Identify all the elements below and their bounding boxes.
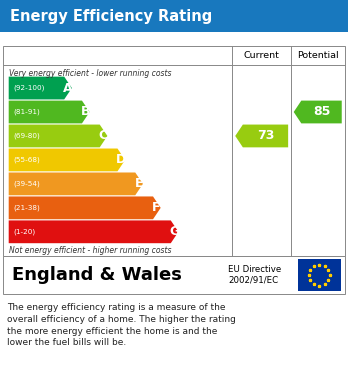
Text: EU Directive
2002/91/EC: EU Directive 2002/91/EC — [228, 265, 281, 285]
Text: Not energy efficient - higher running costs: Not energy efficient - higher running co… — [9, 246, 171, 255]
Text: (21-38): (21-38) — [13, 204, 40, 211]
Text: (55-68): (55-68) — [13, 157, 40, 163]
Text: Very energy efficient - lower running costs: Very energy efficient - lower running co… — [9, 69, 171, 78]
Polygon shape — [9, 77, 72, 99]
Bar — [3, 256, 345, 294]
Bar — [3, 46, 345, 256]
Polygon shape — [235, 125, 288, 147]
Text: 85: 85 — [313, 106, 330, 118]
Text: The energy efficiency rating is a measure of the
overall efficiency of a home. T: The energy efficiency rating is a measur… — [7, 303, 236, 348]
Text: G: G — [169, 225, 179, 238]
Text: D: D — [116, 153, 126, 167]
Text: Potential: Potential — [297, 51, 339, 60]
Text: (69-80): (69-80) — [13, 133, 40, 139]
Text: F: F — [152, 201, 161, 214]
Polygon shape — [9, 221, 179, 243]
Polygon shape — [9, 172, 143, 195]
Text: E: E — [134, 178, 143, 190]
Text: B: B — [81, 106, 90, 118]
Text: C: C — [98, 129, 108, 142]
Polygon shape — [294, 100, 342, 124]
Text: 73: 73 — [257, 129, 274, 142]
Text: Current: Current — [244, 51, 280, 60]
Polygon shape — [9, 125, 108, 147]
Bar — [298, 259, 341, 291]
Bar — [0, 0, 348, 32]
Polygon shape — [9, 100, 90, 124]
Text: (81-91): (81-91) — [13, 109, 40, 115]
Text: England & Wales: England & Wales — [12, 266, 182, 284]
Text: (1-20): (1-20) — [13, 229, 35, 235]
Text: (39-54): (39-54) — [13, 181, 40, 187]
Polygon shape — [9, 149, 125, 171]
Text: A: A — [63, 82, 72, 95]
Polygon shape — [9, 196, 161, 219]
Text: (92-100): (92-100) — [13, 85, 44, 91]
Text: Energy Efficiency Rating: Energy Efficiency Rating — [10, 9, 213, 23]
